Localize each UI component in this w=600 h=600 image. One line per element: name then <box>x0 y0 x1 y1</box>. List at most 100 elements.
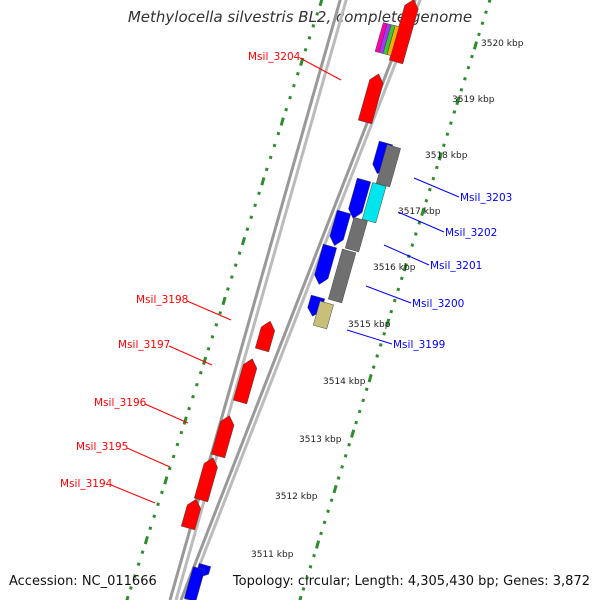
right-track-tick <box>308 564 313 569</box>
left-track-tick <box>198 370 203 375</box>
left-track-tick <box>311 24 316 28</box>
gene-label[interactable]: Msil_3194 <box>60 478 113 490</box>
right-track-tick <box>385 318 391 327</box>
gene-label[interactable]: Msil_3196 <box>94 397 147 409</box>
right-track-tick <box>315 540 321 549</box>
gene-msil-3198[interactable] <box>254 320 276 353</box>
left-track-tick <box>249 215 254 220</box>
feature-grey[interactable] <box>375 144 401 188</box>
feature-cyan[interactable] <box>361 182 387 224</box>
gene-msil-3200[interactable] <box>314 243 338 285</box>
left-track-tick <box>152 514 157 519</box>
right-track-tick <box>305 575 309 580</box>
right-track-tick <box>332 484 338 494</box>
gene-label[interactable]: Msil_3203 <box>460 192 512 204</box>
right-track-tick <box>484 10 488 15</box>
left-track-tick <box>233 263 238 267</box>
gene-partial-top[interactable] <box>388 0 419 65</box>
right-track-tick <box>336 476 341 480</box>
right-track-tick <box>445 132 450 137</box>
left-track-tick <box>175 442 180 447</box>
backbone-line <box>179 0 417 600</box>
gene-msil-3202[interactable] <box>348 177 372 219</box>
left-track-tick <box>171 454 176 459</box>
gene-msil-3196[interactable] <box>210 415 235 459</box>
left-track-tick <box>307 35 312 40</box>
right-track-tick <box>410 243 415 247</box>
gene-label[interactable]: Msil_3200 <box>412 298 464 310</box>
gene-label[interactable]: Msil_3204 <box>248 51 301 63</box>
gene-label[interactable]: Msil_3195 <box>76 441 128 453</box>
map-title: Methylocella silvestris BL2, complete ge… <box>127 8 473 26</box>
right-track-tick <box>427 187 432 192</box>
right-track-tick <box>375 354 380 358</box>
right-track-tick <box>326 509 330 514</box>
right-track-tick <box>329 498 334 503</box>
feature-grey[interactable] <box>344 216 368 253</box>
right-track-tick <box>477 32 481 37</box>
left-track-tick <box>318 0 324 7</box>
gene-msil-3197[interactable] <box>232 358 258 405</box>
right-track-tick <box>367 373 373 383</box>
gene-label[interactable]: Msil_3199 <box>393 339 445 351</box>
gene-leader-line <box>383 244 430 266</box>
right-track-tick <box>452 110 457 114</box>
kbp-tick-label: 3518 kbp <box>425 151 468 161</box>
left-track-tick <box>187 406 191 411</box>
right-track-tick <box>378 343 383 347</box>
left-track-tick <box>182 416 188 425</box>
left-track-tick <box>221 296 227 306</box>
right-track-tick <box>347 442 351 447</box>
right-track-tick <box>350 429 356 438</box>
feature-partial-top[interactable] <box>386 25 400 56</box>
right-track-tick <box>364 387 369 392</box>
right-track-tick <box>459 87 464 92</box>
kbp-tick-label: 3516 kbp <box>373 263 416 273</box>
right-track-tick <box>399 276 404 281</box>
left-track-tick <box>229 275 234 279</box>
feature-grey[interactable] <box>327 248 357 304</box>
right-track-tick <box>389 309 394 314</box>
gene-label[interactable]: Msil_3202 <box>445 227 497 239</box>
right-track-tick <box>455 96 461 106</box>
kbp-tick-label: 3517 kbp <box>398 207 441 217</box>
right-track-tick <box>319 531 323 536</box>
gene-label[interactable]: Msil_3201 <box>430 260 482 272</box>
right-track-tick <box>354 420 358 425</box>
left-track-tick <box>148 526 153 531</box>
gene-label[interactable]: Msil_3197 <box>118 339 170 351</box>
gene-msil-3204[interactable] <box>357 73 384 125</box>
gene-leader-line <box>397 211 445 233</box>
feature-khaki[interactable] <box>312 300 334 330</box>
right-track-tick <box>417 221 422 225</box>
right-track-tick <box>371 365 376 369</box>
right-track-tick <box>413 232 418 236</box>
right-track-tick <box>343 453 348 458</box>
right-track-tick <box>449 121 453 125</box>
kbp-tick-label: 3511 kbp <box>251 550 294 560</box>
gene-msil-3195[interactable] <box>193 457 218 503</box>
left-track-tick <box>226 287 230 291</box>
left-track-tick <box>129 586 133 590</box>
left-track-tick <box>315 12 320 16</box>
left-track-tick <box>240 236 247 246</box>
left-track-tick <box>245 227 250 232</box>
gene-leader-line <box>144 403 189 424</box>
gene-msil-3201[interactable] <box>329 209 352 247</box>
gene-partial-bottom[interactable] <box>183 566 206 600</box>
right-track-tick <box>463 76 467 81</box>
right-track-tick <box>487 0 492 3</box>
left-track-tick <box>292 83 296 88</box>
kbp-tick-label: 3513 kbp <box>299 435 342 445</box>
right-track-tick <box>442 143 446 148</box>
gene-leader-line <box>413 177 460 198</box>
left-track-tick <box>264 167 269 172</box>
left-track-tick <box>276 131 281 136</box>
genome-summary-text: Topology: circular; Length: 4,305,430 bp… <box>232 574 590 589</box>
left-track-tick <box>214 323 219 327</box>
gene-label[interactable]: Msil_3198 <box>136 294 188 306</box>
gene-msil-3194[interactable] <box>180 498 202 531</box>
right-track-tick <box>470 54 474 59</box>
left-track-tick <box>195 382 199 387</box>
